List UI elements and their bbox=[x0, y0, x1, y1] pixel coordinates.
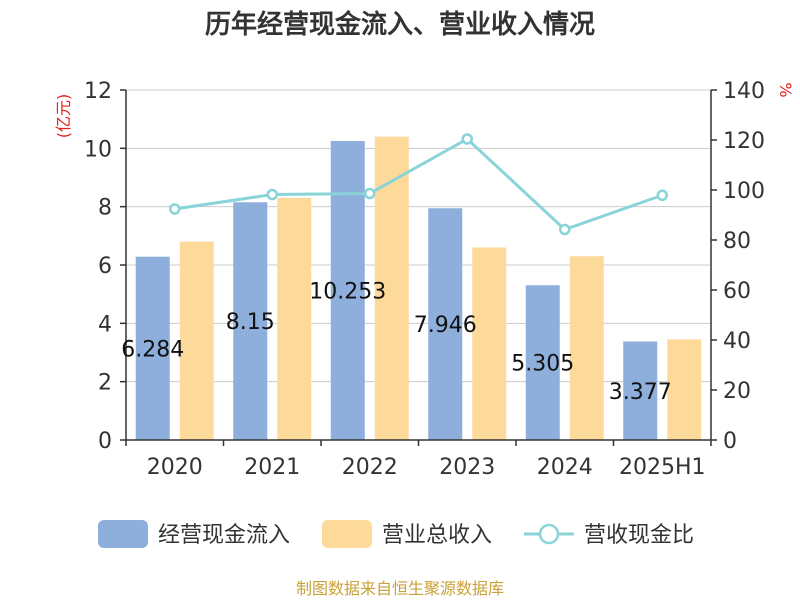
ratio-point bbox=[461, 133, 473, 145]
bar-cash-inflow bbox=[233, 202, 268, 440]
bar-revenue bbox=[667, 339, 702, 440]
x-axis-tick-label: 2025H1 bbox=[619, 455, 706, 480]
bar-cash-inflow bbox=[623, 341, 658, 440]
legend-label: 营业总收入 bbox=[382, 523, 492, 548]
legend-swatch bbox=[98, 520, 148, 548]
left-axis-tick-label: 6 bbox=[98, 254, 112, 279]
x-axis-tick-label: 2023 bbox=[439, 455, 495, 480]
bar-cash-inflow bbox=[330, 140, 365, 440]
bar-data-label: 8.15 bbox=[226, 310, 275, 335]
bar-revenue bbox=[569, 256, 604, 440]
legend-label: 经营现金流入 bbox=[158, 523, 290, 548]
source-note: 制图数据来自恒生聚源数据库 bbox=[296, 579, 504, 598]
legend: 经营现金流入 营业总收入 营收现金比 bbox=[98, 520, 694, 548]
left-axis-tick-label: 8 bbox=[98, 196, 112, 221]
right-axis-tick-label: 140 bbox=[723, 79, 765, 104]
bar-revenue bbox=[179, 241, 214, 440]
ratio-point bbox=[559, 223, 571, 236]
bars bbox=[135, 136, 702, 440]
bar-revenue bbox=[472, 247, 507, 440]
ratio-line bbox=[169, 133, 668, 236]
right-axis-tick-label: 20 bbox=[723, 379, 751, 404]
left-axis-tick-label: 4 bbox=[98, 312, 112, 337]
x-axis-tick-label: 2021 bbox=[244, 455, 300, 480]
x-axis-tick-label: 2022 bbox=[342, 455, 398, 480]
left-axis-tick-label: 0 bbox=[98, 429, 112, 454]
right-axis-tick-label: 40 bbox=[723, 329, 751, 354]
x-axis-tick-label: 2020 bbox=[147, 455, 203, 480]
bar-data-label: 3.377 bbox=[609, 380, 672, 405]
bar-data-label: 6.284 bbox=[121, 337, 184, 362]
data-labels: 6.284 8.15 10.253 7.946 5.305 3.377 bbox=[121, 279, 671, 404]
left-axis-tick-label: 2 bbox=[98, 371, 112, 396]
right-axis-tick-label: 100 bbox=[723, 179, 765, 204]
ratio-point bbox=[169, 203, 181, 215]
left-axis-tick-label: 12 bbox=[84, 79, 112, 104]
left-axis-tick-label: 10 bbox=[84, 137, 112, 162]
legend-label: 营收现金比 bbox=[584, 523, 694, 548]
right-axis-tick-label: 0 bbox=[723, 429, 737, 454]
ratio-point bbox=[656, 189, 668, 201]
ratio-point bbox=[266, 188, 278, 201]
legend-swatch bbox=[322, 520, 372, 548]
right-axis-unit: % bbox=[776, 82, 795, 97]
chart-title: 历年经营现金流入、营业收入情况 bbox=[205, 9, 595, 40]
bar-data-label: 7.946 bbox=[414, 313, 477, 338]
bar-cash-inflow bbox=[135, 256, 170, 440]
right-axis-tick-label: 80 bbox=[723, 229, 751, 254]
ratio-point bbox=[364, 187, 376, 200]
right-axis-tick-label: 60 bbox=[723, 279, 751, 304]
bar-cash-inflow bbox=[525, 285, 560, 440]
bar-revenue bbox=[277, 197, 312, 440]
bar-data-label: 10.253 bbox=[309, 279, 386, 304]
legend-marker bbox=[538, 523, 560, 545]
x-axis-tick-label: 2024 bbox=[537, 455, 593, 480]
ratio-line-path bbox=[174, 137, 663, 232]
gridlines bbox=[126, 89, 711, 383]
bar-cash-inflow bbox=[428, 208, 463, 440]
left-axis-unit: (亿元) bbox=[54, 94, 73, 139]
right-axis-tick-label: 120 bbox=[723, 129, 765, 154]
bar-data-label: 5.305 bbox=[511, 352, 574, 377]
